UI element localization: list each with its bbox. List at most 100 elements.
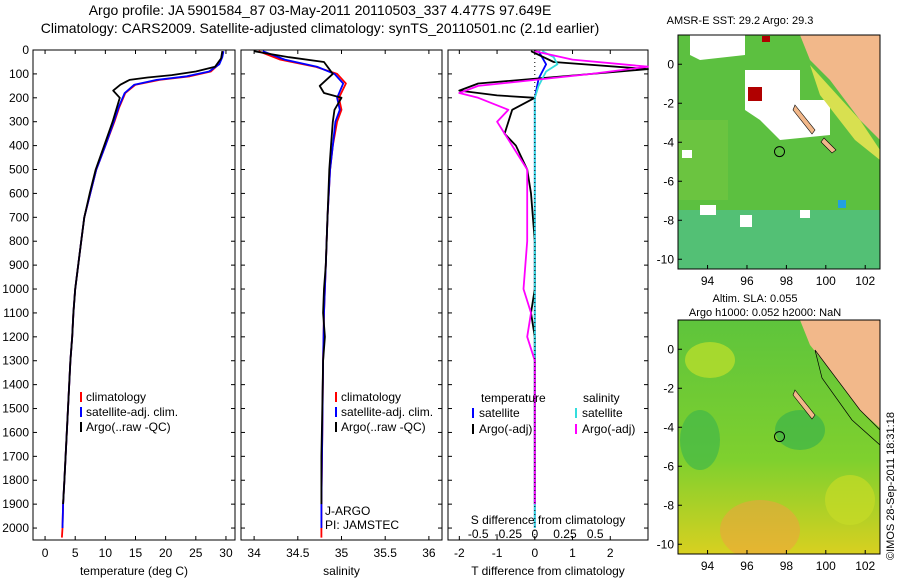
x-tick-label: 10: [99, 546, 113, 560]
sla-lon-label: 100: [816, 559, 836, 573]
sst-lat-label: -8: [663, 213, 674, 227]
differences-series-salinity-argo-adj-: [458, 50, 649, 505]
sst-lat-label: -2: [663, 96, 674, 110]
sla-lon-label: 98: [780, 559, 794, 573]
salinity-xlabel: salinity: [323, 564, 360, 578]
sla-argo-location-marker: [774, 431, 785, 443]
differences-series-salinity-satellite: [533, 50, 559, 528]
sla-lat-label: -6: [663, 459, 674, 473]
salinity-frame: [240, 49, 443, 541]
depth-tick-label: 100: [9, 67, 29, 81]
title-line-2: Climatology: CARS2009. Satellite-adjuste…: [40, 20, 600, 36]
x-tick-label: 2: [607, 546, 614, 560]
salinity-series-argo-raw-qc-: [253, 50, 343, 505]
sst-lat-label: -6: [663, 174, 674, 188]
salinity-series-satellite-adj-clim-: [262, 50, 345, 528]
sst-lon-label: 98: [780, 274, 794, 288]
legend-label: satellite: [479, 406, 520, 420]
top-x-tick-label: -0.25: [495, 527, 523, 541]
depth-tick-label: 400: [9, 139, 29, 153]
temperature-xlabel: temperature (deg C): [80, 564, 188, 578]
sst-lon-label: 94: [701, 274, 715, 288]
temperature-panel: 0100200300400500600700800900100011001200…: [2, 43, 236, 578]
legend-label: satellite-adj. clim.: [341, 405, 433, 419]
sla-lat-label: -2: [663, 381, 674, 395]
sst-map-title: AMSR-E SST: 29.2 Argo: 29.3: [667, 15, 814, 27]
imos-timestamp: ©IMOS 28-Sep-2011 18:31:18: [885, 412, 897, 560]
float-pi-annotation: PI: JAMSTEC: [325, 518, 399, 532]
sla-map-subtitle: Argo h1000: 0.052 h2000: NaN: [689, 307, 841, 319]
legend-label: climatology: [86, 390, 146, 404]
x-tick-label: 34.5: [286, 546, 310, 560]
depth-tick-label: 1800: [2, 473, 29, 487]
sst-map: [678, 35, 880, 269]
depth-tick-label: 1900: [2, 497, 29, 511]
temperature-series-satellite-adj-clim-: [61, 51, 225, 529]
legend-label: satellite-adj. clim.: [86, 405, 178, 419]
differences-panel: -2 -1 0 1 2 T difference from climatology temp…: [447, 49, 649, 578]
x-tick-label: -1: [492, 546, 503, 560]
top-x-tick-label: -0.5: [468, 527, 489, 541]
x-tick-label: 35: [335, 546, 349, 560]
top-x-tick-label: 0.25: [553, 527, 577, 541]
legend-label: Argo(..raw -QC): [86, 420, 171, 434]
top-x-tick-label: 0.5: [587, 527, 604, 541]
depth-tick-label: 800: [9, 234, 29, 248]
differences-xlabel: T difference from climatology: [471, 564, 625, 578]
x-tick-label: 0: [531, 546, 538, 560]
x-tick-label: 0: [42, 546, 49, 560]
depth-tick-label: 2000: [2, 521, 29, 535]
differences-series-temperature-satellite: [533, 50, 547, 528]
legend-label: Argo(..raw -QC): [341, 420, 426, 434]
x-tick-label: 35.5: [374, 546, 398, 560]
depth-tick-label: 700: [9, 210, 29, 224]
depth-tick-label: 1100: [3, 306, 29, 320]
float-program-annotation: J-ARGO: [325, 504, 370, 518]
legend-header-temperature: temperature: [481, 391, 546, 405]
sst-lon-label: 102: [855, 274, 875, 288]
title-line-1: Argo profile: JA 5901584_87 03-May-2011 …: [88, 2, 552, 18]
sst-lon-label: 100: [816, 274, 836, 288]
x-tick-label: 1: [569, 546, 576, 560]
sla-lat-label: -8: [663, 498, 674, 512]
sst-lat-label: -10: [657, 252, 675, 266]
depth-tick-label: 300: [9, 115, 29, 129]
legend-label: Argo(-adj): [582, 422, 635, 436]
depth-tick-label: 1300: [2, 354, 29, 368]
sla-lon-label: 96: [740, 559, 754, 573]
x-tick-label: 36: [422, 546, 436, 560]
sst-lat-label: 0: [667, 57, 674, 71]
legend-label: climatology: [341, 390, 401, 404]
sla-lon-label: 102: [855, 559, 875, 573]
sst-argo-location-marker: [774, 146, 785, 158]
x-tick-label: 25: [189, 546, 203, 560]
sst-lon-label: 96: [740, 274, 754, 288]
depth-tick-label: 1200: [2, 330, 29, 344]
depth-tick-label: 900: [9, 258, 29, 272]
temperature-frame: [32, 49, 236, 541]
sla-lat-label: -4: [663, 420, 674, 434]
sla-lat-label: 0: [667, 342, 674, 356]
temperature-series-argo-raw-qc-: [62, 51, 224, 505]
depth-tick-label: 200: [9, 91, 29, 105]
differences-frame: [447, 49, 649, 541]
differences-top-axis-label: S difference from climatology: [471, 513, 626, 527]
depth-tick-label: 1700: [2, 449, 29, 463]
depth-tick-label: 0: [22, 43, 29, 57]
sla-map: [678, 320, 880, 554]
legend-label: satellite: [582, 406, 623, 420]
sla-lon-label: 94: [701, 559, 715, 573]
depth-tick-label: 600: [9, 186, 29, 200]
depth-tick-label: 1000: [2, 282, 29, 296]
sla-map-title: Altim. SLA: 0.055: [713, 293, 798, 305]
x-tick-label: 34: [247, 546, 261, 560]
depth-tick-label: 1400: [2, 378, 29, 392]
differences-series-temperature-argo-adj-: [458, 50, 649, 505]
depth-tick-label: 1600: [2, 425, 29, 439]
depth-tick-label: 1500: [2, 402, 29, 416]
x-tick-label: 20: [159, 546, 173, 560]
sst-lat-label: -4: [663, 135, 674, 149]
x-tick-label: 30: [219, 546, 233, 560]
x-tick-label: 15: [129, 546, 143, 560]
